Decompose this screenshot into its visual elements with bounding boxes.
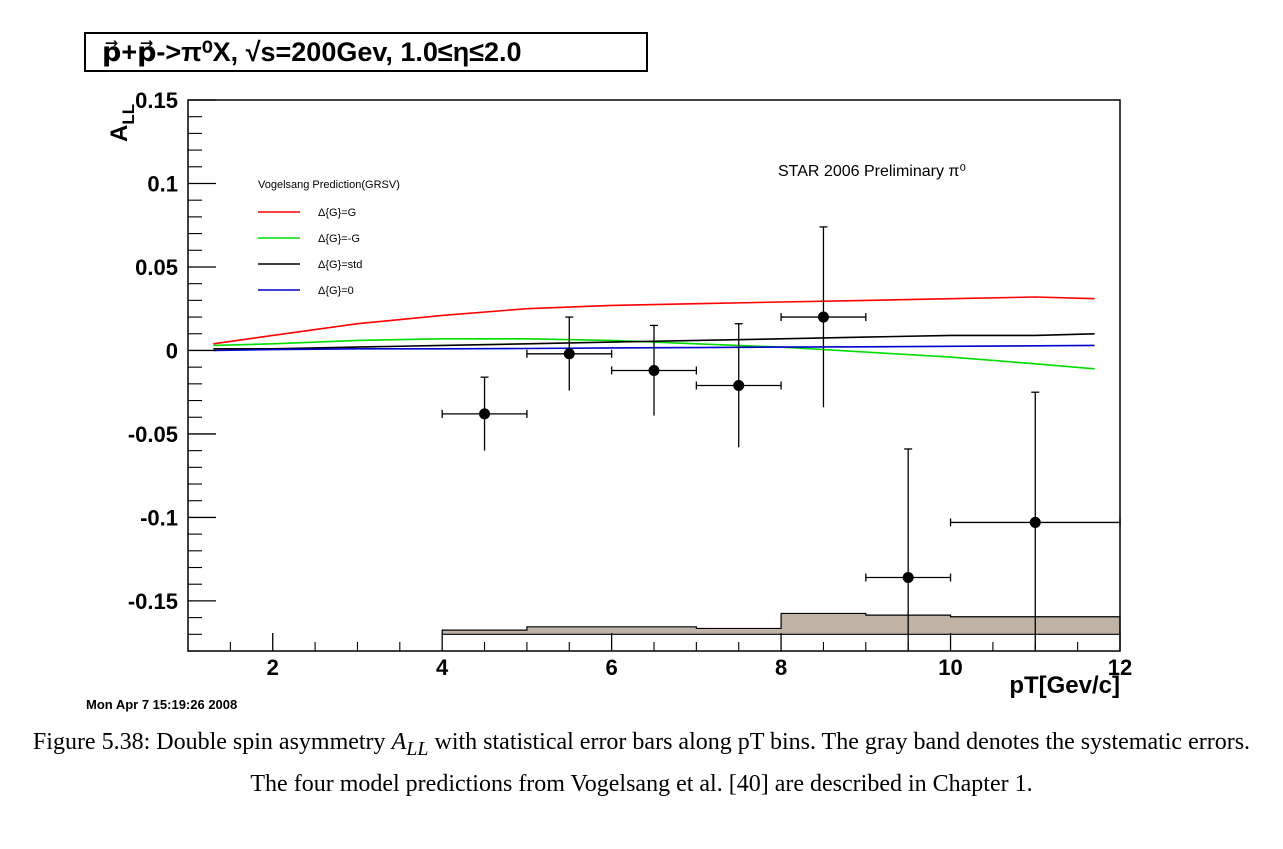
x-tick-label: 10 [938,655,962,680]
caption-symbol-sub: LL [406,737,429,760]
data-point [733,380,745,392]
legend-label: Δ{G}=-G [318,233,360,245]
systematic-band-area [441,612,1121,635]
x-tick-label: 12 [1108,655,1132,680]
x-tick-label: 4 [436,655,449,680]
y-tick-label: -0.1 [140,505,178,530]
legend-title: Vogelsang Prediction(GRSV) [258,179,400,191]
data-point [479,408,491,420]
chart-annotation: STAR 2006 Preliminary π⁰ [778,163,966,180]
y-tick-label: 0.05 [135,255,178,280]
caption-symbol: A [391,729,407,755]
legend-label: Δ{G}=G [318,207,356,219]
curve-dg-g [213,296,1095,345]
x-axis-label: pT[Gev/c] [1009,672,1120,699]
legend-label: Δ{G}=std [318,259,362,271]
y-tick-label: -0.05 [128,422,178,447]
systematic-band [441,612,1121,635]
data-point-group [780,226,867,408]
x-tick-label: 2 [267,655,279,680]
data-point [817,311,829,323]
timestamp: Mon Apr 7 15:19:26 2008 [86,697,238,712]
y-tick-label: -0.15 [128,589,178,614]
x-tick-label: 8 [775,655,787,680]
legend-label: Δ{G}=0 [318,285,354,297]
data-point-group [526,316,613,391]
caption-prefix: Figure 5.38: Double spin asymmetry [32,729,392,755]
y-axis-label-sub: LL [119,104,138,125]
data-point-group [441,376,528,451]
y-tick-label: 0.15 [135,88,178,113]
y-tick-label: 0.1 [147,171,178,196]
legend: Vogelsang Prediction(GRSV) Δ{G}=G Δ{G}=-G Δ… [258,179,400,297]
data-point [902,572,914,584]
axes: 2 4 6 8 10 12 -0.15 -0.1 -0.05 0 0.05 0.1 0.15 [128,88,1132,680]
data-point-group [610,324,698,416]
y-axis-label: ALL [106,104,138,142]
y-axis-label-main: A [106,125,133,142]
x-tick-label: 6 [606,655,618,680]
data-point-group [695,323,782,448]
data-point [563,348,575,360]
data-point [648,364,660,376]
data-points [441,226,1121,651]
y-tick-label: 0 [166,338,178,363]
data-point-group [865,448,952,651]
figure-caption: Figure 5.38: Double spin asymmetry ALL w… [20,725,1263,802]
caption-suffix: with statistical error bars along pT bin… [250,729,1251,797]
chart-title: p⃗+p⃗->π⁰X, √s=200Gev, 1.0≤η≤2.0 [84,32,648,72]
data-point [1029,516,1041,528]
data-point-group [949,391,1121,651]
